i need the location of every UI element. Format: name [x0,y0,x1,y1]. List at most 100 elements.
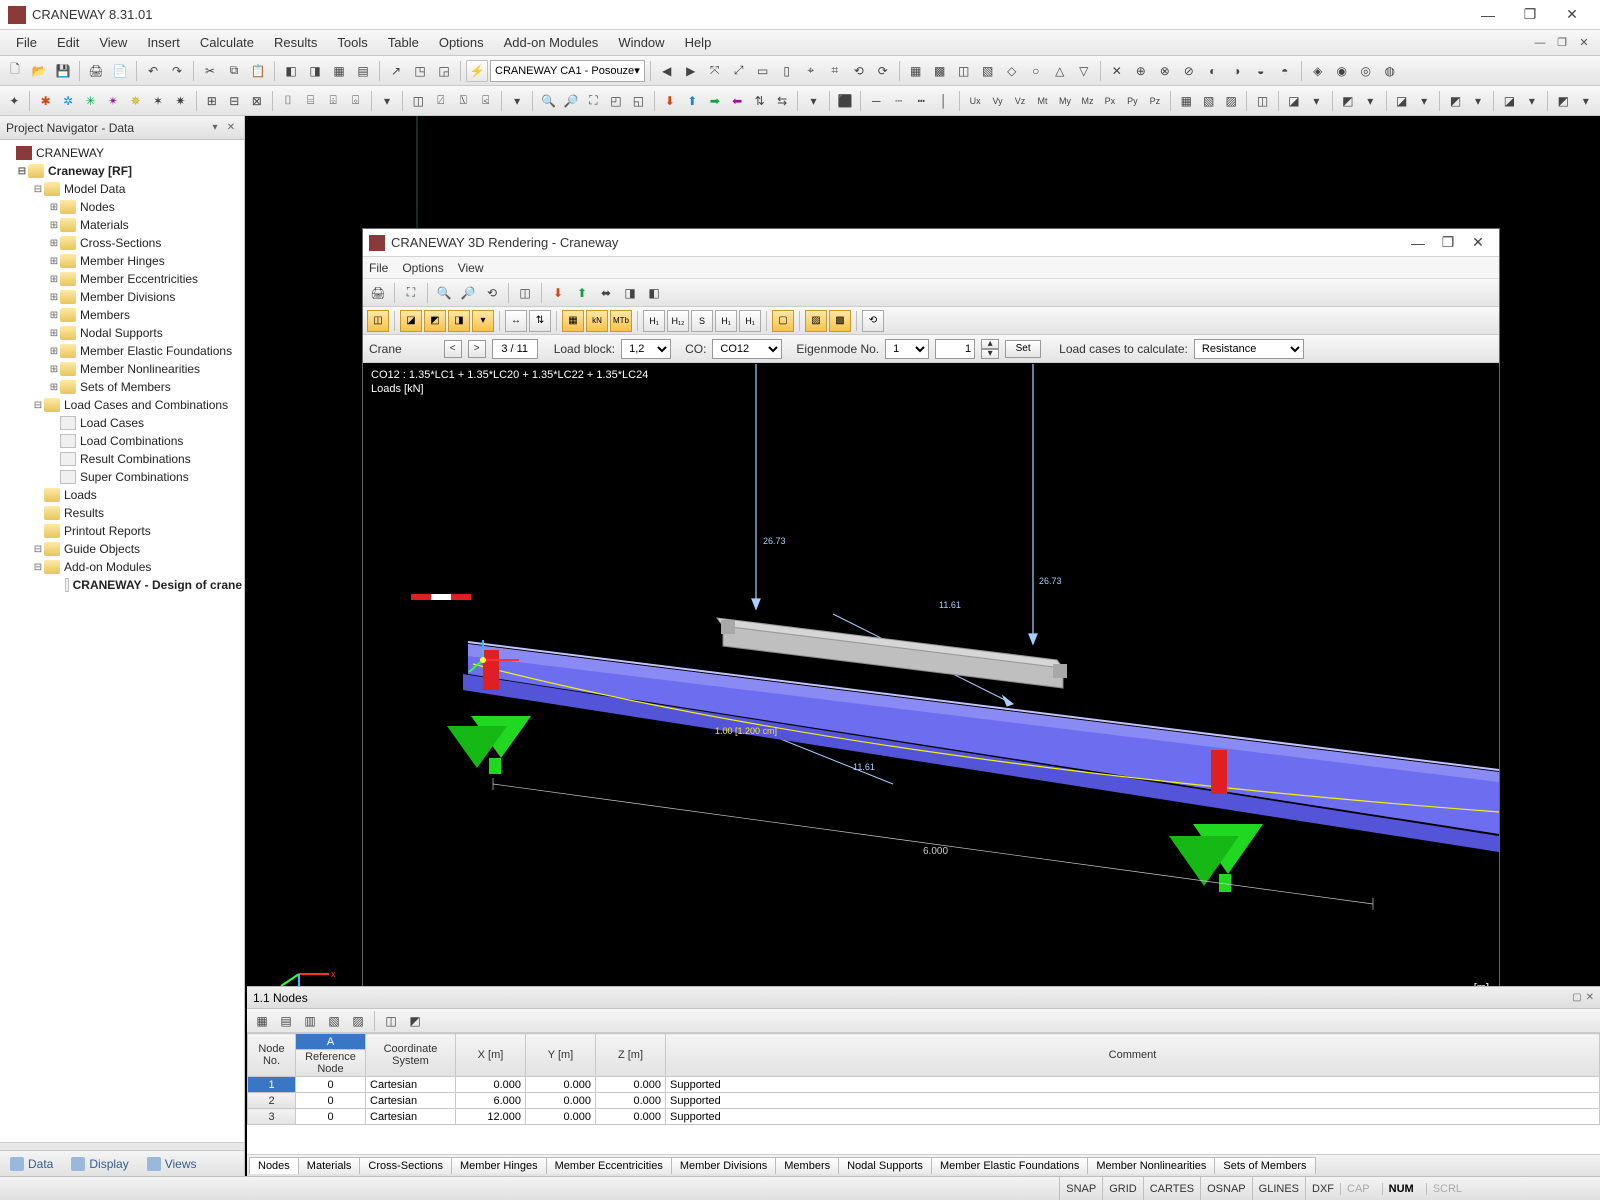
rt2-toggle[interactable]: ▨ [805,310,827,332]
status-glines[interactable]: GLINES [1252,1177,1305,1200]
nodes-tab[interactable]: Cross-Sections [359,1157,452,1174]
tb2-icon[interactable]: ▾ [1414,90,1434,112]
rt-icon[interactable]: ⬌ [595,282,617,304]
tb2-icon[interactable]: ⌸ [300,90,320,112]
tb-icon[interactable]: ↗ [385,60,407,82]
paste-icon[interactable]: 📋 [247,60,269,82]
zoom-fit-icon[interactable]: ⛶ [583,90,603,112]
tb2-icon[interactable]: ◱ [628,90,648,112]
navigator-pin-icon[interactable]: ▾ [208,121,222,135]
tb2-icon[interactable]: ⇅ [749,90,769,112]
tree-model-item[interactable]: ⊞Member Divisions [2,288,242,306]
tb2-icon[interactable]: ⇆ [772,90,792,112]
tb2-icon[interactable]: ┅ [911,90,931,112]
np-icon[interactable]: ▦ [251,1010,273,1032]
np-icon[interactable]: ▧ [323,1010,345,1032]
rt-icon[interactable]: ◫ [514,282,536,304]
tb2-icon[interactable]: Py [1122,90,1142,112]
rt2-toggle[interactable]: H₁ [715,310,737,332]
tb-icon[interactable]: ◓ [1274,60,1296,82]
tb2-icon[interactable]: ⊞ [202,90,222,112]
rt-select-icon[interactable]: ⛶ [400,282,422,304]
mdi-restore-button[interactable]: ❐ [1552,35,1572,51]
tb2-icon[interactable]: ◪ [1284,90,1304,112]
tree-model-item[interactable]: ⊞Nodes [2,198,242,216]
nodes-panel-collapse-icon[interactable]: ▢ [1572,992,1581,1003]
tree-extra-item[interactable]: Results [2,504,242,522]
col-letter[interactable]: A [296,1034,366,1050]
window-minimize-button[interactable]: — [1468,0,1508,30]
tb2-icon[interactable]: ▾ [377,90,397,112]
tb2-icon[interactable]: ▾ [1468,90,1488,112]
status-dxf[interactable]: DXF [1305,1177,1340,1200]
tb-icon[interactable]: ◎ [1355,60,1377,82]
tb2-icon[interactable]: ⬇ [660,90,680,112]
rt2-toggle[interactable]: kN [586,310,608,332]
nav-tab-data[interactable]: Data [4,1155,59,1173]
rt-zoom-icon[interactable]: 🔍 [433,282,455,304]
tree-extra-item[interactable]: Printout Reports [2,522,242,540]
render-minimize-button[interactable]: — [1403,231,1433,255]
tb-icon[interactable]: ▦ [328,60,350,82]
zoom-in-icon[interactable]: 🔍 [538,90,558,112]
tb2-icon[interactable]: Pz [1145,90,1165,112]
undo-icon[interactable]: ↶ [142,60,164,82]
navigator-close-icon[interactable]: ✕ [224,121,238,135]
np-icon[interactable]: ◩ [404,1010,426,1032]
zoom-out-icon[interactable]: 🔎 [561,90,581,112]
redo-icon[interactable]: ↷ [166,60,188,82]
tb2-icon[interactable]: ◫ [408,90,428,112]
table-row[interactable]: 10Cartesian0.0000.0000.000Supported [248,1077,1600,1093]
tb2-icon[interactable]: ▾ [1306,90,1326,112]
render-maximize-button[interactable]: ❐ [1433,231,1463,255]
crane-next-button[interactable]: > [468,340,486,358]
save-icon[interactable]: 💾 [52,60,74,82]
tb-icon[interactable]: ⌖ [800,60,822,82]
tree-model-item[interactable]: ⊞Nodal Supports [2,324,242,342]
rt2-toggle[interactable]: ▢ [772,310,794,332]
tb-icon[interactable]: ○ [1025,60,1047,82]
tb2-icon[interactable]: ⊠ [247,90,267,112]
tb-icon[interactable]: ▯ [776,60,798,82]
render-menu-options[interactable]: Options [402,261,443,275]
rt-print-icon[interactable]: 🖨 [367,282,389,304]
tb-icon[interactable]: ▧ [977,60,999,82]
rt2-toggle[interactable]: H₁ [643,310,665,332]
eigen-spin-down[interactable]: ▾ [981,349,999,359]
tb-icon[interactable]: ◐ [1202,60,1224,82]
col-y[interactable]: Y [m] [526,1034,596,1077]
tb2-icon[interactable]: ◫ [1252,90,1272,112]
tb-icon[interactable]: ⤧ [704,60,726,82]
tb-icon[interactable]: ⊘ [1178,60,1200,82]
tb2-icon[interactable]: ▾ [507,90,527,112]
tree-extra-item[interactable]: Loads [2,486,242,504]
tb2-icon[interactable]: ⍁ [431,90,451,112]
tree-load-cases[interactable]: Load Cases and Combinations [64,398,228,412]
status-snap[interactable]: SNAP [1059,1177,1102,1200]
tree-model-item[interactable]: ⊞Member Elastic Foundations [2,342,242,360]
rt2-toggle[interactable]: ◩ [424,310,446,332]
tb2-icon[interactable]: Mz [1077,90,1097,112]
np-icon[interactable]: ▥ [299,1010,321,1032]
run-icon[interactable]: ⚡ [466,60,488,82]
status-osnap[interactable]: OSNAP [1200,1177,1252,1200]
eigen-spin-up[interactable]: ▴ [981,339,999,349]
tb2-icon[interactable]: ◰ [606,90,626,112]
render-close-button[interactable]: ✕ [1463,231,1493,255]
tree-load-item[interactable]: Load Cases [2,414,242,432]
print-icon[interactable]: 🖨 [85,60,107,82]
nav-next-icon[interactable]: ▶ [680,60,702,82]
tree-model-item[interactable]: ⊞Member Hinges [2,252,242,270]
tb2-icon[interactable]: Ux [965,90,985,112]
menu-insert[interactable]: Insert [137,32,190,53]
rt2-toggle[interactable]: H₁ [739,310,761,332]
rt2-toggle[interactable]: ⇅ [529,310,551,332]
tb2-icon[interactable]: ◪ [1499,90,1519,112]
rt2-toggle[interactable]: ◨ [448,310,470,332]
tb2-icon[interactable]: ▾ [1360,90,1380,112]
menu-options[interactable]: Options [429,32,494,53]
tree-project[interactable]: Craneway [RF] [48,164,132,178]
tb2-icon[interactable]: │ [933,90,953,112]
tb-icon[interactable]: ◒ [1250,60,1272,82]
tb-icon[interactable]: ⟳ [872,60,894,82]
